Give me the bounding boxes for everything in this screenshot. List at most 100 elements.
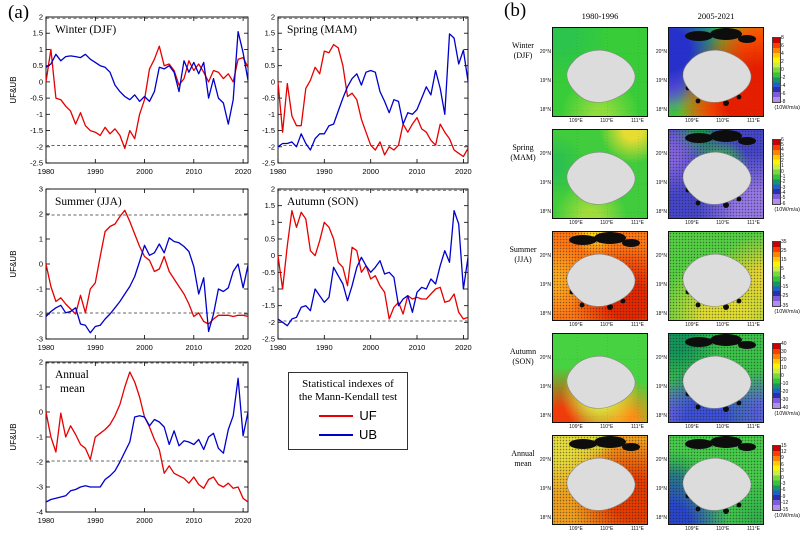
hainan-island bbox=[566, 355, 636, 409]
y-axis-label: UF&UB bbox=[9, 76, 18, 103]
lat-tick-label: 18°N bbox=[655, 106, 667, 113]
colorbar-tick-label: -5 bbox=[781, 195, 786, 202]
colorbar-tick-label: -2 bbox=[781, 74, 786, 81]
y-tick-label: 1 bbox=[39, 45, 43, 54]
lat-tick-label: 20°N bbox=[655, 151, 667, 158]
colorbar-tick-label: 2 bbox=[781, 58, 784, 65]
x-tick-label: 2020 bbox=[235, 516, 252, 525]
y-tick-label: -2 bbox=[268, 142, 275, 151]
y-axis-label: UF&UB bbox=[9, 423, 18, 450]
lon-tick-label: 111°E bbox=[746, 526, 760, 532]
colorbar-tick-label: -6 bbox=[781, 200, 786, 207]
lat-tick-label: 19°N bbox=[655, 486, 667, 492]
col-header-2005-2021: 2005-2021 bbox=[697, 11, 735, 21]
x-tick-label: 2020 bbox=[235, 343, 252, 352]
lon-tick-label: 109°E bbox=[569, 118, 583, 124]
colorbar-tick-label: -40 bbox=[781, 404, 789, 411]
map-annual-2005-2021 bbox=[668, 435, 764, 525]
x-tick-label: 1980 bbox=[38, 516, 55, 525]
lon-tick-label: 111°E bbox=[630, 526, 644, 532]
hainan-island bbox=[682, 457, 752, 511]
x-tick-label: 2000 bbox=[136, 167, 153, 176]
y-tick-label: 0.5 bbox=[265, 61, 275, 70]
subplot-summer-jja-: 3 2 1 0 -1 -2 -3 1980 1990 2000 2010 2020 Summer (JJ… bbox=[6, 184, 256, 362]
y-tick-label: 0.5 bbox=[265, 235, 275, 244]
colorbar-tick-label: -25 bbox=[781, 293, 789, 300]
lat-tick-label: 20°N bbox=[539, 49, 551, 56]
subplot-title: Winter (DJF) bbox=[55, 24, 116, 36]
lon-tick-label: 111°E bbox=[630, 424, 644, 430]
y-tick-label: 2 bbox=[271, 13, 275, 22]
colorbar-tick-label: 40 bbox=[781, 340, 787, 347]
map-spring-1980-1996 bbox=[552, 129, 648, 219]
ub-series-line bbox=[45, 377, 249, 503]
uf-label: UF bbox=[359, 408, 377, 423]
y-tick-label: -1.5 bbox=[30, 126, 43, 135]
colorbar-tick-label: 0 bbox=[781, 474, 784, 481]
lon-tick-label: 109°E bbox=[685, 322, 699, 328]
y-tick-label: 0 bbox=[39, 260, 43, 269]
hainan-island bbox=[682, 151, 752, 205]
x-tick-label: 2010 bbox=[185, 516, 202, 525]
lat-tick-label: 18°N bbox=[539, 514, 551, 521]
subplot-title: Summer (JJA) bbox=[55, 196, 122, 208]
ub-series-line bbox=[45, 237, 249, 334]
y-tick-label: -2.5 bbox=[30, 159, 43, 168]
colorbar-tick-label: -8 bbox=[781, 98, 786, 105]
x-tick-label: 2010 bbox=[409, 343, 426, 352]
colorbar-tick-label: 0 bbox=[781, 168, 784, 175]
lon-tick-label: 111°E bbox=[630, 118, 644, 124]
colorbar-unit-label: (10W/m/a) bbox=[774, 207, 800, 213]
y-tick-label: -1 bbox=[268, 110, 275, 119]
y-tick-label: -1.5 bbox=[262, 126, 275, 135]
y-tick-label: -1 bbox=[36, 110, 43, 119]
y-tick-label: 2 bbox=[39, 13, 43, 22]
x-tick-label: 1980 bbox=[38, 167, 55, 176]
map-summer-1980-1996 bbox=[552, 231, 648, 321]
lat-tick-label: 19°N bbox=[539, 180, 551, 186]
colorbar-tick-label: -30 bbox=[781, 396, 789, 403]
lon-tick-label: 109°E bbox=[569, 424, 583, 430]
lat-tick-label: 18°N bbox=[539, 208, 551, 215]
lon-tick-label: 111°E bbox=[746, 118, 760, 124]
x-tick-label: 2010 bbox=[185, 343, 202, 352]
lon-tick-label: 109°E bbox=[569, 322, 583, 328]
lat-tick-label: 19°N bbox=[539, 384, 551, 390]
x-tick-label: 1980 bbox=[38, 343, 55, 352]
lat-tick-label: 19°N bbox=[655, 78, 667, 84]
x-tick-label: 1990 bbox=[87, 343, 104, 352]
axes-frame bbox=[45, 16, 249, 164]
uf-series-line bbox=[45, 209, 249, 325]
colorbar-tick-label: 4 bbox=[781, 147, 784, 154]
ub-series-line bbox=[45, 30, 249, 125]
map-summer-2005-2021 bbox=[668, 231, 764, 321]
lat-tick-label: 19°N bbox=[539, 78, 551, 84]
colorbar-tick-label: -4 bbox=[781, 189, 786, 196]
legend-row-ub: UB bbox=[289, 427, 407, 442]
subplot-title: Autumn (SON) bbox=[287, 196, 358, 208]
lon-tick-label: 109°E bbox=[569, 526, 583, 532]
colorbar-tick-label: -20 bbox=[781, 388, 789, 395]
colorbar-unit-label: (10W/m/a) bbox=[774, 513, 800, 519]
colorbar-tick-label: 12 bbox=[781, 448, 787, 455]
lon-tick-label: 109°E bbox=[685, 118, 699, 124]
colorbar-tick-label: 2 bbox=[781, 157, 784, 164]
lat-tick-label: 18°N bbox=[655, 310, 667, 317]
colorbar-tick-label: 3 bbox=[781, 152, 784, 159]
lon-tick-label: 111°E bbox=[630, 322, 644, 328]
uf-line-swatch bbox=[319, 414, 354, 417]
panel-b-label: (b) bbox=[504, 0, 527, 21]
lon-tick-label: 110°E bbox=[716, 424, 730, 430]
lat-tick-label: 20°N bbox=[539, 457, 551, 464]
x-tick-label: 2020 bbox=[455, 167, 472, 176]
legend-title-line1: Statistical indexes of bbox=[302, 378, 394, 390]
colorbar-tick-label: 0 bbox=[781, 372, 784, 379]
lat-tick-label: 20°N bbox=[539, 355, 551, 362]
subplot-winter-djf-: 2 1.5 1 0.5 0 -0.5 -1 -1.5 -2 -2.5 1980 1990 2000 201… bbox=[6, 12, 256, 186]
subplot-title-line2: mean bbox=[60, 383, 85, 395]
colorbar-tick-label: 35 bbox=[781, 238, 787, 245]
colorbar-tick-label: -9 bbox=[781, 493, 786, 500]
x-tick-label: 2010 bbox=[185, 167, 202, 176]
y-tick-label: 1.5 bbox=[265, 29, 275, 38]
hainan-island bbox=[566, 457, 636, 511]
